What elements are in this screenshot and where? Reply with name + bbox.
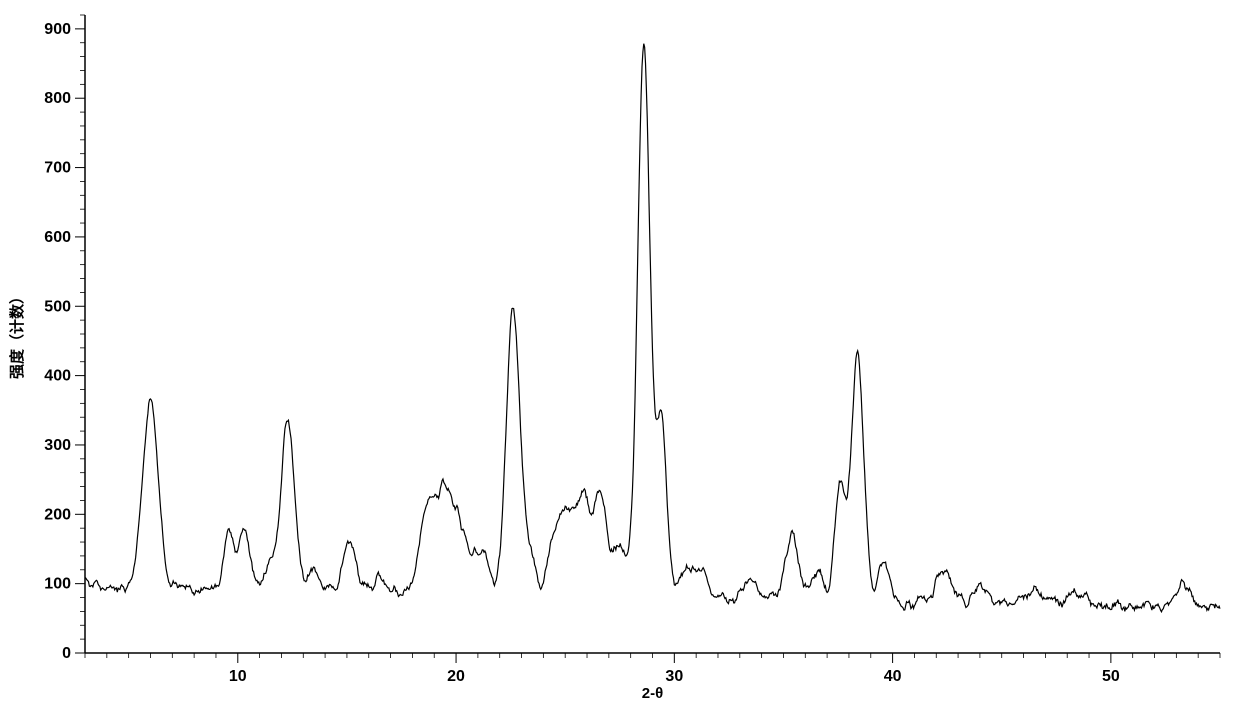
- y-tick-label: 0: [62, 645, 71, 662]
- y-tick-label: 500: [44, 298, 71, 315]
- xrd-chart: 10 20 30 40 50 2-θ 0 100 200 300 400 500 600 700 800 90…: [0, 0, 1240, 708]
- x-tick-label: 50: [1102, 668, 1120, 685]
- y-tick-label: 300: [44, 437, 71, 454]
- x-tick-label: 30: [665, 668, 683, 685]
- y-tick-label: 600: [44, 229, 71, 246]
- xrd-chart-container: 10 20 30 40 50 2-θ 0 100 200 300 400 500 600 700 800 90…: [0, 0, 1240, 708]
- y-tick-label: 900: [44, 21, 71, 38]
- y-tick-label: 800: [44, 90, 71, 107]
- y-axis-label: 强度（计数）: [8, 289, 26, 379]
- y-tick-label: 700: [44, 160, 71, 177]
- y-tick-label: 400: [44, 368, 71, 385]
- x-tick-label: 10: [229, 668, 247, 685]
- x-tick-label: 40: [884, 668, 902, 685]
- x-tick-label: 20: [447, 668, 465, 685]
- y-tick-label: 100: [44, 576, 71, 593]
- x-axis-label: 2-θ: [642, 685, 663, 702]
- xrd-spectrum-line: [85, 44, 1220, 612]
- y-tick-label: 200: [44, 506, 71, 523]
